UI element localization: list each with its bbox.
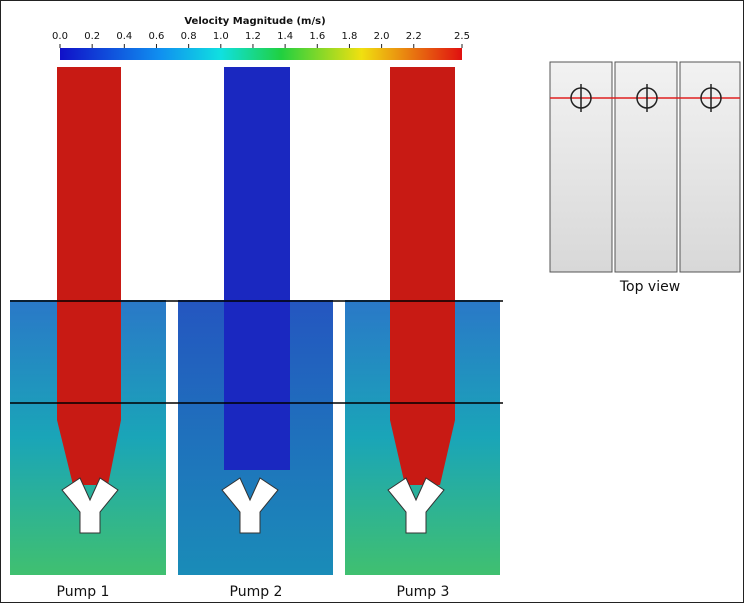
colorbar-tick-label: 2.0 — [374, 31, 390, 42]
colorbar-ticks: 0.0 0.2 0.4 0.6 0.8 1.0 1.2 1.4 1.6 1.8 2.0 2.2 2.5 — [52, 31, 470, 48]
colorbar-tick-label: 0.0 — [52, 31, 68, 42]
jet — [224, 67, 290, 470]
pump-label: Pump 2 — [230, 584, 283, 600]
pump-label: Pump 1 — [57, 584, 110, 600]
colorbar-tick-label: 1.4 — [277, 31, 293, 42]
colorbar-title: Velocity Magnitude (m/s) — [184, 16, 325, 27]
colorbar-tick-label: 1.0 — [213, 31, 229, 42]
colorbar-tick-label: 1.8 — [341, 31, 357, 42]
jet — [390, 67, 455, 485]
colorbar-tick-label: 2.2 — [406, 31, 422, 42]
tv-panel — [680, 62, 740, 272]
colorbar — [60, 48, 462, 60]
colorbar-tick-label: 1.2 — [245, 31, 261, 42]
top-view: Top view — [550, 62, 740, 295]
jet — [57, 67, 121, 485]
colorbar-tick-label: 0.2 — [84, 31, 100, 42]
figure: Velocity Magnitude (m/s) 0.0 0.2 0.4 0.6 0.8… — [0, 0, 744, 603]
tv-panel — [615, 62, 677, 272]
colorbar-tick-label: 0.4 — [116, 31, 132, 42]
colorbar-tick-label: 0.8 — [181, 31, 197, 42]
top-view-label: Top view — [619, 279, 680, 295]
tanks — [10, 67, 503, 575]
colorbar-tick-label: 2.5 — [454, 31, 470, 42]
colorbar-tick-label: 0.6 — [149, 31, 165, 42]
colorbar-tick-label: 1.6 — [309, 31, 325, 42]
pump-label: Pump 3 — [397, 584, 450, 600]
